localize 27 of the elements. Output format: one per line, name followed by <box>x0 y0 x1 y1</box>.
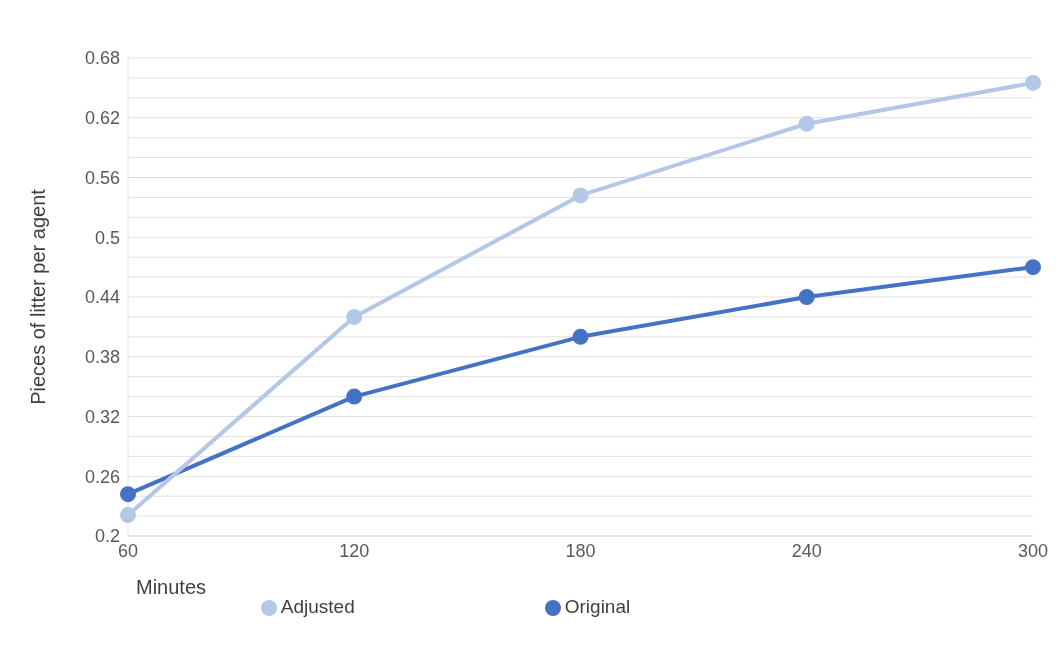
point <box>798 115 815 132</box>
x-tick-label: 300 <box>1017 540 1049 561</box>
x-tick-label: 180 <box>565 540 596 561</box>
point <box>572 187 589 204</box>
y-tick-label: 0.56 <box>84 167 120 188</box>
y-tick-label: 0.68 <box>84 48 120 69</box>
point <box>798 289 815 305</box>
x-tick-label: 120 <box>339 540 370 561</box>
y-tick-label: 0.38 <box>84 347 120 368</box>
point <box>1025 74 1041 91</box>
y-tick-label: 0.44 <box>84 287 120 308</box>
point <box>346 308 363 325</box>
x-axis-title: Minutes <box>136 576 207 599</box>
legend-label: Adjusted <box>280 596 355 617</box>
point <box>120 486 136 503</box>
legend-label: Original <box>564 596 631 617</box>
y-tick-label: 0.62 <box>84 108 120 129</box>
point <box>1025 259 1041 276</box>
y-tick-label: 0.5 <box>94 227 120 248</box>
x-tick-label: 240 <box>791 540 822 561</box>
y-axis-title: Pieces of litter per agent <box>27 188 50 405</box>
point <box>120 507 136 524</box>
point <box>572 328 589 345</box>
y-tick-label: 0.26 <box>84 466 120 487</box>
y-tick-label: 0.32 <box>84 406 120 427</box>
point <box>346 388 363 405</box>
y-tick-label: 0.2 <box>94 526 120 547</box>
